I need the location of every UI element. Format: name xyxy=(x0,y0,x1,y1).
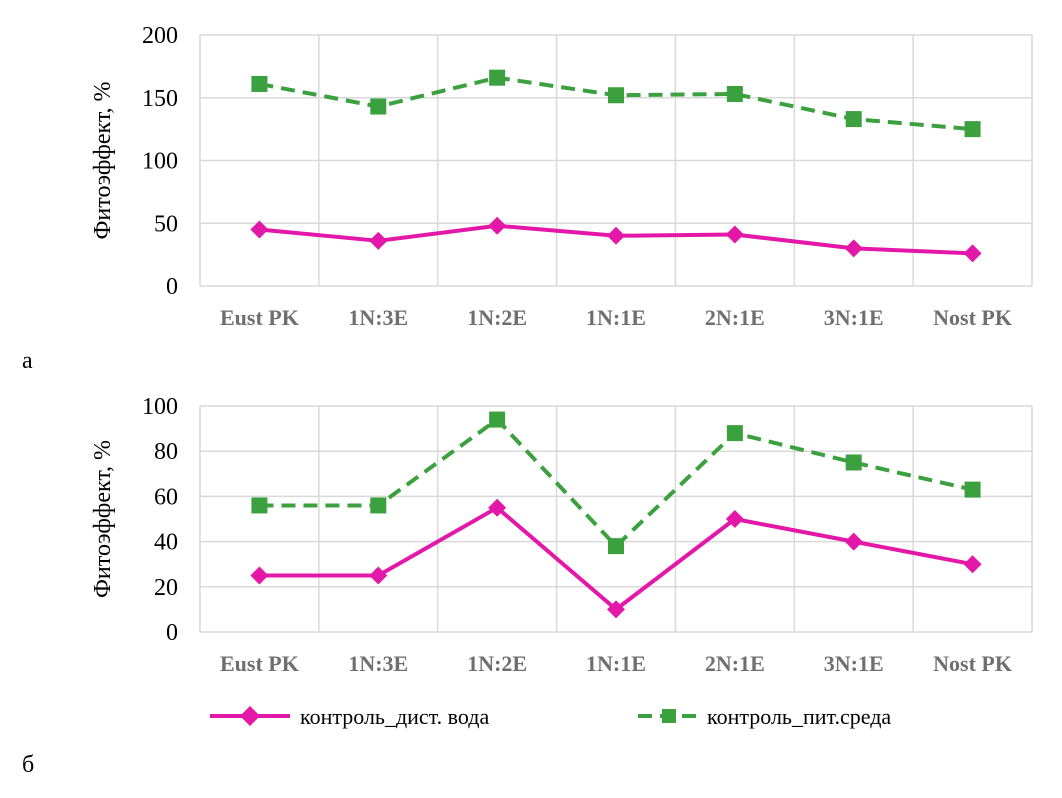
legend-series2-label: контроль_пит.среда xyxy=(707,704,891,729)
point-a-s1-3 xyxy=(607,226,625,245)
x-tick-label-a-2: 1N:2E xyxy=(467,305,527,330)
point-a-s2-5 xyxy=(845,111,862,128)
point-b-s1-6 xyxy=(963,555,982,574)
legend: контроль_дист. вода контроль_пит.среда xyxy=(210,704,891,729)
series-line-a-2 xyxy=(259,75,973,132)
point-b-s1-5 xyxy=(844,532,863,551)
point-b-s2-0 xyxy=(251,497,268,514)
y-axis-label-a: Фитоэффект, % xyxy=(90,81,116,239)
point-a-s1-4 xyxy=(725,225,744,244)
y-tick-label-a-0: 0 xyxy=(166,274,178,300)
point-b-s1-3 xyxy=(607,600,625,619)
point-a-s2-0 xyxy=(251,75,268,92)
point-b-s2-4 xyxy=(726,425,743,442)
point-a-s2-6 xyxy=(964,121,981,138)
panel-label-b: б xyxy=(22,752,35,778)
x-tick-label-b-5: 3N:1E xyxy=(824,651,884,676)
point-b-s2-5 xyxy=(845,454,862,471)
point-a-s1-0 xyxy=(250,220,269,239)
point-b-s2-3 xyxy=(608,538,624,555)
point-b-s1-4 xyxy=(725,510,744,528)
point-a-s1-6 xyxy=(963,244,982,263)
point-b-s2-6 xyxy=(964,481,981,498)
point-a-s1-5 xyxy=(844,239,863,258)
x-tick-label-b-6: Nost PK xyxy=(933,651,1012,676)
chart-a: 0 50 100 150 200 Eust PK 1N:3E 1N:2E 1N:1E 2N:1E 3… xyxy=(90,23,1033,330)
x-tick-label-b-2: 1N:2E xyxy=(467,651,527,676)
series-line-b-2 xyxy=(259,417,974,549)
x-tick-label-b-1: 1N:3E xyxy=(348,651,408,676)
point-b-s1-0 xyxy=(250,566,269,585)
point-a-s2-4 xyxy=(726,85,743,102)
y-tick-label-a-50: 50 xyxy=(154,211,178,237)
x-tick-label-a-0: Eust PK xyxy=(220,305,299,330)
point-a-s1-1 xyxy=(369,231,388,250)
x-tick-label-b-3: 1N:1E xyxy=(586,651,646,676)
y-tick-label-a-200: 200 xyxy=(142,23,178,49)
y-tick-label-b-20: 20 xyxy=(154,575,178,601)
x-tick-label-a-5: 3N:1E xyxy=(824,305,884,330)
x-tick-label-a-1: 1N:3E xyxy=(348,305,408,330)
y-tick-label-a-100: 100 xyxy=(142,149,178,175)
point-a-s2-2 xyxy=(489,69,506,86)
point-b-s2-1 xyxy=(370,497,387,514)
y-axis-label-b: Фитоэффект, % xyxy=(90,440,116,598)
panel-label-a: а xyxy=(22,348,33,374)
y-tick-label-b-80: 80 xyxy=(154,439,178,465)
y-tick-label-a-150: 150 xyxy=(142,86,178,112)
x-tick-label-a-3: 1N:1E xyxy=(586,305,646,330)
legend-series2-marker xyxy=(662,709,676,723)
x-tick-label-a-6: Nost PK xyxy=(933,305,1012,330)
x-tick-label-b-4: 2N:1E xyxy=(705,651,765,676)
x-tick-label-b-0: Eust PK xyxy=(220,651,299,676)
point-b-s2-2 xyxy=(489,411,506,428)
x-tick-label-a-4: 2N:1E xyxy=(705,305,765,330)
chart-b: 0 20 40 60 80 100 Eust PK 1N:3E 1N:2E 1N:1E 2N:1E 3… xyxy=(90,394,1033,676)
point-a-s2-3 xyxy=(608,87,624,104)
y-tick-label-b-40: 40 xyxy=(154,530,178,556)
legend-series1-marker xyxy=(240,706,260,726)
point-b-s1-1 xyxy=(369,566,388,585)
y-tick-label-b-100: 100 xyxy=(142,394,178,420)
point-a-s2-1 xyxy=(370,98,387,115)
y-tick-label-b-60: 60 xyxy=(154,484,178,510)
point-b-s1-2 xyxy=(488,498,507,517)
y-tick-label-b-0: 0 xyxy=(166,620,178,646)
series-line-b-1 xyxy=(259,505,973,612)
point-a-s1-2 xyxy=(488,216,507,235)
legend-series1-label: контроль_дист. вода xyxy=(300,704,489,729)
